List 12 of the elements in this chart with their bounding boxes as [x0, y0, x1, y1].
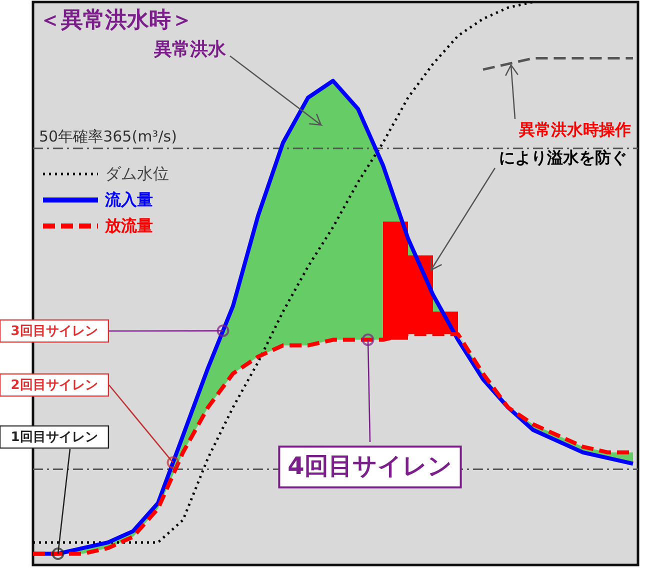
annotation: により溢水を防ぐ: [499, 148, 627, 167]
annotation: 3回目サイレン: [10, 324, 98, 339]
annotation: 1回目サイレン: [10, 430, 98, 445]
legend-label: 流入量: [104, 190, 153, 209]
legend-label: 放流量: [104, 216, 153, 235]
annotation: 異常洪水時操作: [518, 120, 631, 139]
chart-title: ＜異常洪水時＞: [39, 8, 193, 33]
annotation: 4回目サイレン: [288, 452, 452, 480]
ref-line-label: 50年確率365(m³/s): [39, 127, 177, 146]
legend-label: ダム水位: [105, 164, 169, 183]
annotation: 異常洪水: [153, 39, 227, 60]
annotation: 2回目サイレン: [10, 378, 98, 393]
